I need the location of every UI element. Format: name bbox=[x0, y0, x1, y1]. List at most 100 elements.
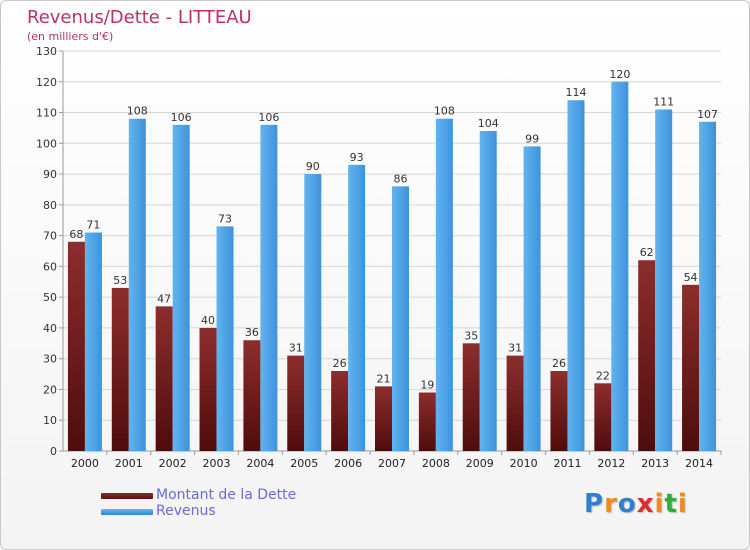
debt-bar bbox=[155, 306, 173, 451]
logo-letter: o bbox=[617, 489, 637, 519]
revenue-data-label: 73 bbox=[218, 212, 232, 225]
revenue-bar bbox=[567, 100, 585, 451]
y-tick-label: 70 bbox=[43, 230, 57, 243]
y-tick-label: 60 bbox=[43, 260, 57, 273]
debt-bar bbox=[594, 383, 612, 451]
revenue-data-label: 106 bbox=[258, 111, 279, 124]
x-tick-label: 2001 bbox=[115, 457, 143, 470]
debt-data-label: 40 bbox=[201, 314, 215, 327]
debt-data-label: 68 bbox=[69, 228, 83, 241]
debt-bar bbox=[506, 355, 524, 451]
x-tick-label: 2010 bbox=[510, 457, 538, 470]
debt-bar bbox=[418, 392, 436, 451]
y-tick-label: 90 bbox=[43, 168, 57, 181]
y-tick-label: 100 bbox=[36, 137, 57, 150]
debt-bar bbox=[67, 241, 85, 451]
revenue-data-label: 86 bbox=[394, 172, 408, 185]
revenue-bar bbox=[479, 131, 497, 451]
revenue-data-label: 99 bbox=[525, 132, 539, 145]
revenue-data-label: 93 bbox=[350, 151, 364, 164]
debt-bar bbox=[331, 371, 349, 451]
debt-bar bbox=[550, 371, 568, 451]
revenue-data-label: 111 bbox=[653, 95, 674, 108]
debt-data-label: 19 bbox=[420, 379, 434, 392]
legend-swatch-revenue bbox=[101, 509, 153, 515]
debt-data-label: 54 bbox=[684, 271, 698, 284]
debt-data-label: 22 bbox=[596, 369, 610, 382]
x-tick-label: 2008 bbox=[422, 457, 450, 470]
debt-bar bbox=[111, 287, 129, 451]
debt-data-label: 62 bbox=[640, 246, 654, 259]
x-tick-label: 2011 bbox=[553, 457, 581, 470]
logo-letter: r bbox=[604, 489, 618, 519]
legend-label-debt: Montant de la Dette bbox=[156, 487, 297, 503]
logo-letter: i bbox=[677, 489, 688, 519]
revenue-bar bbox=[655, 109, 673, 451]
y-tick-label: 10 bbox=[43, 414, 57, 427]
x-tick-label: 2000 bbox=[71, 457, 99, 470]
logo-letter: P bbox=[584, 489, 605, 519]
revenue-bar bbox=[304, 174, 322, 452]
revenue-data-label: 104 bbox=[478, 117, 499, 130]
y-tick-label: 20 bbox=[43, 383, 57, 396]
revenue-bar bbox=[523, 146, 541, 451]
revenue-bar bbox=[216, 226, 234, 451]
debt-data-label: 21 bbox=[377, 372, 391, 385]
debt-bar bbox=[462, 343, 480, 451]
debt-data-label: 35 bbox=[464, 329, 478, 342]
y-tick-label: 120 bbox=[36, 76, 57, 89]
y-tick-label: 110 bbox=[36, 107, 57, 120]
revenue-data-label: 114 bbox=[565, 86, 586, 99]
revenue-data-label: 108 bbox=[434, 105, 455, 118]
x-tick-label: 2013 bbox=[641, 457, 669, 470]
proxiti-logo: Proxiti bbox=[584, 489, 688, 519]
revenue-data-label: 71 bbox=[86, 219, 100, 232]
x-tick-label: 2005 bbox=[290, 457, 318, 470]
debt-bar bbox=[287, 355, 305, 451]
debt-data-label: 31 bbox=[508, 342, 522, 355]
logo-letter: t bbox=[664, 489, 678, 519]
y-tick-label: 50 bbox=[43, 291, 57, 304]
revenue-bar bbox=[699, 121, 717, 452]
revenue-bar bbox=[348, 164, 366, 451]
debt-data-label: 26 bbox=[333, 357, 347, 370]
x-tick-label: 2003 bbox=[203, 457, 231, 470]
debt-bar bbox=[638, 260, 656, 451]
y-tick-label: 40 bbox=[43, 322, 57, 335]
logo-letter: x bbox=[636, 489, 655, 519]
chart-subtitle: (en milliers d'€) bbox=[27, 30, 114, 43]
revenue-data-label: 90 bbox=[306, 160, 320, 173]
x-tick-label: 2007 bbox=[378, 457, 406, 470]
legend-label-revenue: Revenus bbox=[156, 503, 216, 519]
revenue-bar bbox=[435, 118, 453, 451]
y-tick-label: 80 bbox=[43, 199, 57, 212]
revenue-bar bbox=[84, 232, 102, 451]
revenue-data-label: 107 bbox=[697, 108, 718, 121]
debt-bar bbox=[682, 284, 700, 451]
logo-letter: i bbox=[654, 489, 665, 519]
y-tick-label: 30 bbox=[43, 353, 57, 366]
revenue-bar bbox=[260, 124, 278, 451]
debt-bar bbox=[199, 327, 217, 451]
debt-bar bbox=[243, 340, 261, 451]
revenue-data-label: 108 bbox=[127, 105, 148, 118]
debt-bar bbox=[375, 386, 392, 451]
revenue-bar bbox=[172, 124, 190, 451]
revenue-bar bbox=[392, 186, 409, 451]
debt-data-label: 47 bbox=[157, 292, 171, 305]
debt-data-label: 31 bbox=[289, 342, 303, 355]
x-tick-label: 2004 bbox=[246, 457, 274, 470]
debt-data-label: 53 bbox=[113, 274, 127, 287]
x-tick-label: 2006 bbox=[334, 457, 362, 470]
x-tick-label: 2009 bbox=[466, 457, 494, 470]
x-tick-label: 2002 bbox=[159, 457, 187, 470]
legend-swatch-debt bbox=[101, 493, 153, 499]
y-tick-label: 130 bbox=[36, 45, 57, 58]
x-tick-label: 2014 bbox=[685, 457, 713, 470]
y-tick-label: 0 bbox=[50, 445, 57, 458]
revenue-data-label: 106 bbox=[171, 111, 192, 124]
revenue-bar bbox=[611, 81, 629, 452]
debt-data-label: 36 bbox=[245, 326, 259, 339]
